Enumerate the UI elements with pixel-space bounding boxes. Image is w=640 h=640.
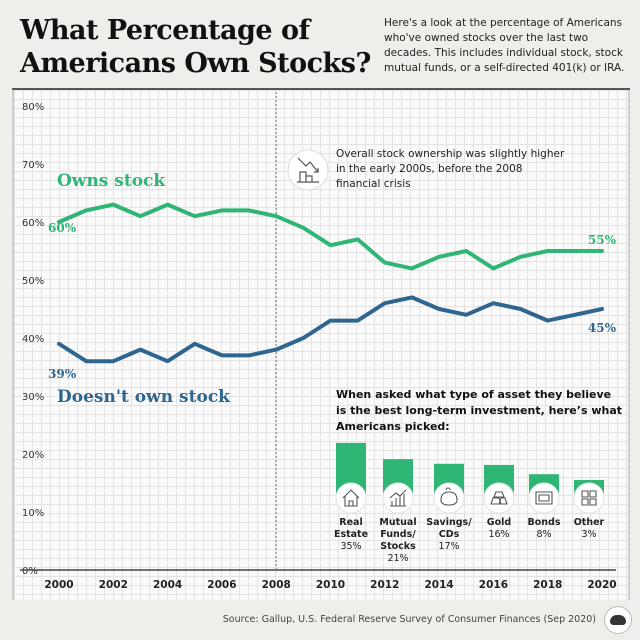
bar-category-label: Mutual Funds/Stocks: [379, 517, 416, 552]
bar-category-line: Stocks: [380, 541, 416, 552]
bar-category-line: Other: [574, 517, 605, 528]
end-label-owns: 55%: [588, 233, 617, 247]
bar-value-label: 21%: [387, 553, 408, 564]
x-tick-label: 2008: [262, 579, 291, 591]
growth-chart-icon: [389, 489, 407, 507]
bar-category-line: Funds/: [380, 529, 416, 540]
start-label-doesnt-own: 39%: [48, 367, 77, 381]
bond-certificate-icon-path: [535, 491, 553, 505]
gold-bars-icon: [490, 491, 508, 505]
bar-icon-bg: [573, 482, 605, 514]
bar-category-line: Savings/: [426, 517, 472, 528]
top-rule: [12, 88, 630, 91]
bar-value-label: 8%: [536, 529, 551, 540]
bar-category-label: Bonds: [528, 517, 561, 528]
y-tick-label: 0%: [22, 566, 38, 577]
piggy-bank-icon: [440, 487, 458, 506]
x-tick-label: 2014: [424, 579, 453, 591]
bar-category-line: CDs: [439, 529, 460, 540]
x-tick-label: 2000: [44, 579, 73, 591]
x-tick-label: 2018: [533, 579, 562, 591]
bar-icon-bg: [433, 482, 465, 514]
y-tick-label: 60%: [22, 218, 44, 229]
gold-bars-icon-path: [490, 491, 508, 505]
bar-value-label: 17%: [438, 541, 459, 552]
bar-category-line: Bonds: [528, 517, 561, 528]
y-tick-label: 20%: [22, 450, 44, 461]
bar-category-line: Mutual: [379, 517, 416, 528]
page-title: What Percentage of Americans Own Stocks?: [20, 15, 371, 79]
piggy-bank-icon-path: [440, 487, 458, 506]
y-tick-label: 80%: [22, 102, 44, 113]
bar-icon-bg: [382, 482, 414, 514]
bar-category-line: Real: [339, 517, 362, 528]
series-label-owns: Owns stock: [57, 171, 166, 191]
house-icon: [342, 489, 360, 507]
end-label-doesnt-own: 45%: [588, 321, 617, 335]
falling-chart-icon: [297, 157, 319, 183]
bar-category-label: Real Estate: [334, 517, 368, 540]
annotation-text: Overall stock ownership was slightly hig…: [336, 148, 565, 190]
bar-category-line: Estate: [334, 529, 368, 540]
series-line-doesnt-own: [57, 295, 604, 364]
x-tick-label: 2004: [153, 579, 182, 591]
bar-value-label: 3%: [581, 529, 596, 540]
bar-chart-title: When asked what type of asset they belie…: [336, 388, 622, 433]
bar-icon-bg: [528, 482, 560, 514]
x-tick-label: 2020: [587, 579, 616, 591]
subtitle: Here's a look at the percentage of Ameri…: [384, 17, 625, 74]
house-icon-path: [342, 489, 360, 507]
x-tick-label: 2006: [207, 579, 236, 591]
series-line-owns: [57, 202, 604, 271]
chart-panel: [12, 90, 630, 600]
logo-icon: [604, 606, 632, 634]
source-note: Source: Gallup, U.S. Federal Reserve Sur…: [222, 614, 596, 625]
y-tick-label: 10%: [22, 508, 44, 519]
x-tick-label: 2012: [370, 579, 399, 591]
y-tick-label: 40%: [22, 334, 44, 345]
bar-value-label: 35%: [340, 541, 361, 552]
growth-chart-icon-path: [389, 489, 407, 507]
series-label-doesnt-own: Doesn't own stock: [57, 387, 231, 407]
bond-certificate-icon: [535, 491, 553, 505]
bar-value-label: 16%: [488, 529, 509, 540]
bar-category-label: Other: [574, 517, 605, 528]
bar-category-line: Gold: [487, 517, 511, 528]
x-tick-label: 2002: [99, 579, 128, 591]
y-tick-label: 70%: [22, 160, 44, 171]
x-tick-label: 2016: [479, 579, 508, 591]
grid-icon: [581, 490, 597, 506]
bar-icon-bg: [335, 482, 367, 514]
bar-category-label: Gold: [487, 517, 511, 528]
grid-icon-path: [581, 490, 597, 506]
y-tick-label: 30%: [22, 392, 44, 403]
annotation-icon-bg: [287, 149, 329, 191]
x-tick-label: 2010: [316, 579, 345, 591]
y-tick-label: 50%: [22, 276, 44, 287]
start-label-owns: 60%: [48, 221, 77, 235]
bar-category-label: Savings/CDs: [426, 517, 472, 540]
